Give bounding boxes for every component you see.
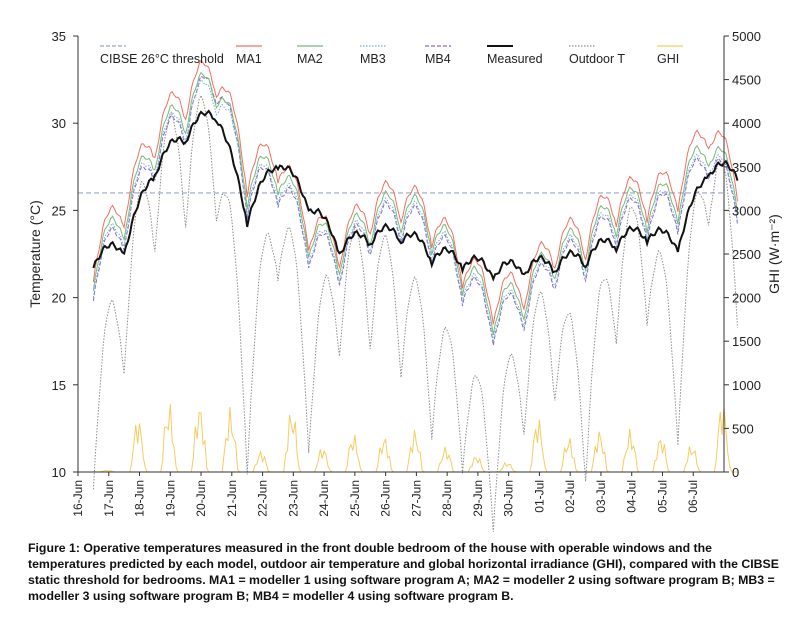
x-tick-label: 27-Jun [409, 480, 423, 517]
y-tick-left-label: 15 [52, 378, 66, 393]
legend-label: MB4 [425, 52, 451, 66]
x-tick-label: 20-Jun [194, 480, 208, 517]
series-line-ma1 [92, 59, 738, 325]
x-tick-label: 17-Jun [102, 480, 116, 517]
series-line-measured [92, 109, 739, 282]
y-tick-left-label: 35 [52, 29, 66, 44]
y-axis-label-left: Temperature (°C) [27, 200, 43, 308]
figure-caption: Figure 1: Operative temperatures measure… [28, 541, 779, 603]
x-tick-label: 29-Jun [471, 480, 485, 517]
x-tick-label: 28-Jun [440, 480, 454, 517]
x-tick-label: 19-Jun [163, 480, 177, 517]
y-tick-right-label: 4000 [732, 116, 761, 131]
y-tick-left-label: 25 [52, 203, 66, 218]
y-tick-right-label: 1000 [732, 378, 761, 393]
x-tick-label: 02-Jul [563, 480, 577, 513]
x-tick-label: 25-Jun [348, 480, 362, 517]
series-line-mb3 [92, 78, 738, 342]
legend-label: MB3 [360, 52, 386, 66]
x-tick-label: 03-Jul [594, 480, 608, 513]
x-tick-label: 06-Jul [686, 480, 700, 513]
x-tick-label: 24-Jun [317, 480, 331, 517]
y-tick-left-label: 30 [52, 116, 66, 131]
legend: CIBSE 26°C threshold MA1 MA2 MB3 MB4 Measured… [100, 45, 683, 66]
series-line-outdoor-t [92, 94, 738, 532]
x-tick-label: 21-Jun [225, 480, 239, 517]
y-tick-right-label: 4500 [732, 73, 761, 88]
x-tick-label: 01-Jul [532, 480, 546, 513]
y-tick-right-label: 2500 [732, 247, 761, 262]
x-tick-label: 18-Jun [133, 480, 147, 517]
legend-label: MA1 [236, 52, 262, 66]
y-ticks-left: 10 15 20 25 30 35 [52, 29, 78, 480]
series-line-mb4 [92, 75, 738, 346]
legend-label: MA2 [297, 52, 323, 66]
y-tick-right-label: 500 [732, 421, 754, 436]
legend-label: Measured [487, 52, 543, 66]
y-tick-right-label: 0 [732, 465, 739, 480]
x-tick-label: 16-Jun [71, 480, 85, 517]
x-tick-label: 26-Jun [379, 480, 393, 517]
x-tick-label: 04-Jul [625, 480, 639, 513]
x-tick-label: 05-Jul [655, 480, 669, 513]
y-ticks-right: 0 500 1000 1500 2000 2500 3000 3500 4000 4500 5000 [724, 29, 761, 480]
y-tick-left-label: 10 [52, 465, 66, 480]
legend-label: GHI [657, 52, 679, 66]
series-layer [92, 59, 739, 532]
y-tick-right-label: 1500 [732, 334, 761, 349]
series-line-ma2 [92, 71, 738, 335]
legend-label: CIBSE 26°C threshold [100, 52, 224, 66]
temperature-ghi-chart: 10 15 20 25 30 35 0 500 1000 1500 2000 2500 3000 350… [27, 29, 782, 532]
x-tick-label: 23-Jun [286, 480, 300, 517]
axes-layer [77, 36, 725, 473]
series-line-ghi [93, 403, 738, 473]
legend-label: Outdoor T [569, 52, 625, 66]
x-ticks: 16-Jun 17-Jun 18-Jun 19-Jun 20-Jun 21-Jun 22-J… [71, 472, 700, 517]
x-tick-label: 22-Jun [256, 480, 270, 517]
y-tick-right-label: 2000 [732, 291, 761, 306]
y-tick-right-label: 3500 [732, 160, 761, 175]
y-axis-label-right: GHI (W·m⁻²) [766, 214, 782, 294]
y-tick-left-label: 20 [52, 291, 66, 306]
x-tick-label: 30-Jun [502, 480, 516, 517]
y-tick-right-label: 5000 [732, 29, 761, 44]
y-tick-right-label: 3000 [732, 203, 761, 218]
